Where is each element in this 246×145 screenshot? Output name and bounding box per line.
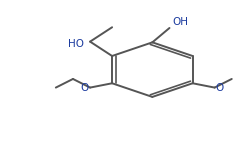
Text: O: O [216, 83, 224, 93]
Text: O: O [81, 83, 89, 93]
Text: HO: HO [68, 39, 84, 49]
Text: OH: OH [172, 17, 188, 27]
